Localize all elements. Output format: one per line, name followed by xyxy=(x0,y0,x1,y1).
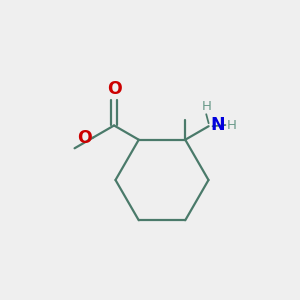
Text: N: N xyxy=(210,116,225,134)
Text: O: O xyxy=(77,129,92,147)
Text: H: H xyxy=(201,100,211,113)
Text: H: H xyxy=(226,118,236,131)
Text: O: O xyxy=(107,80,122,98)
